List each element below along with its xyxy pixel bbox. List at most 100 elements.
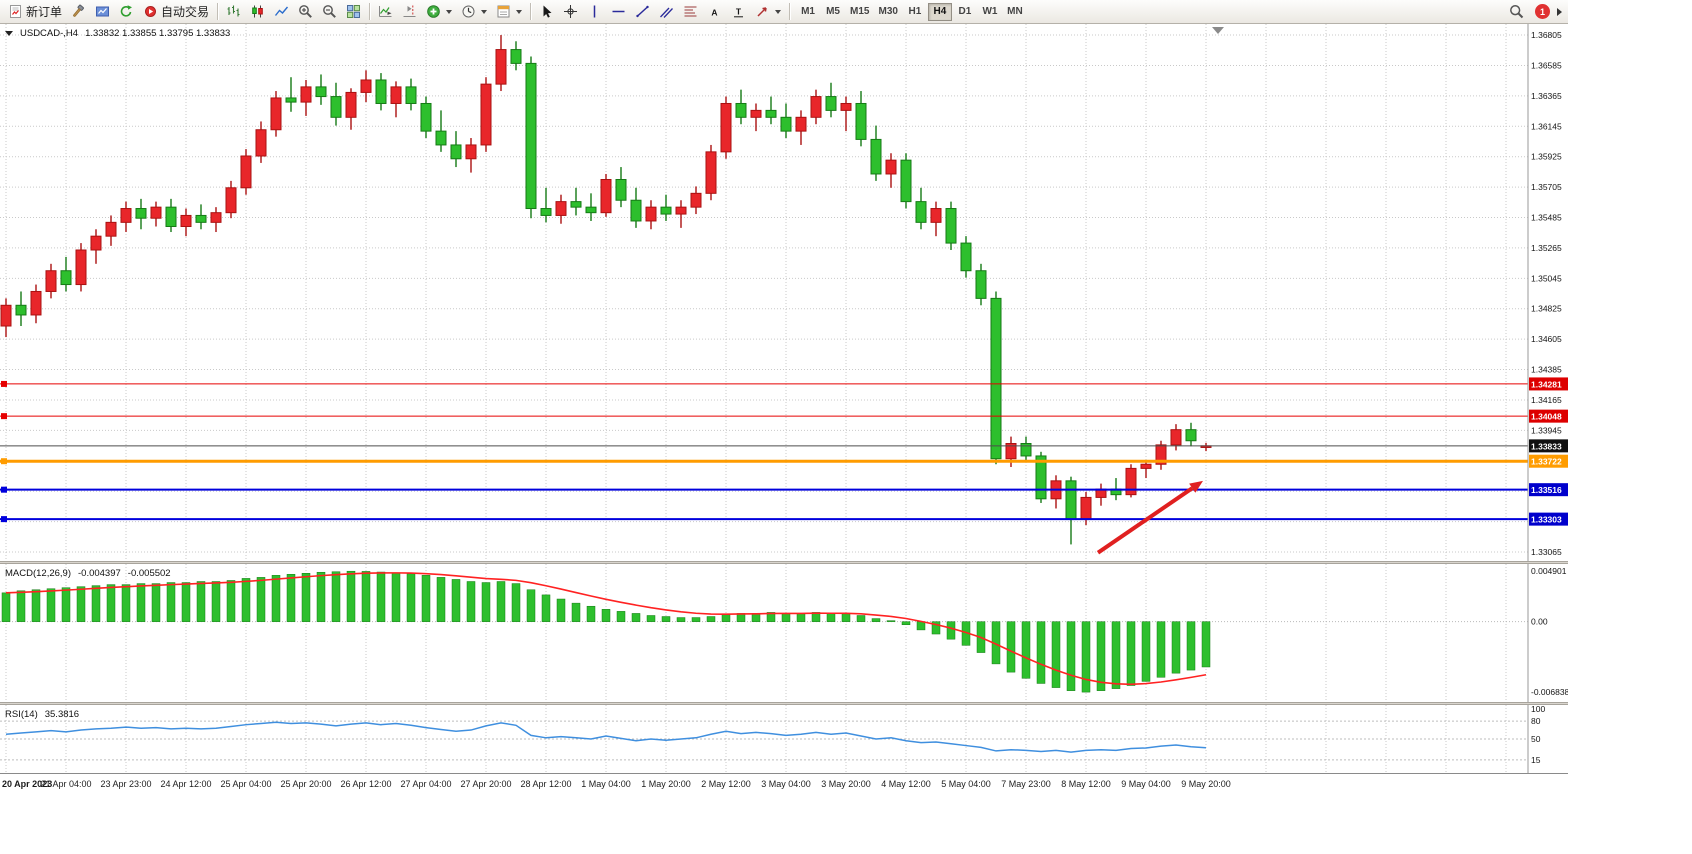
horizontal-line-icon bbox=[612, 10, 625, 13]
time-axis-label: 1 May 04:00 bbox=[581, 779, 631, 789]
quick-trade-button[interactable] bbox=[67, 2, 90, 22]
price-tag bbox=[1529, 512, 1568, 526]
time-axis-label: 2 May 12:00 bbox=[701, 779, 751, 789]
zoom-in-icon bbox=[299, 5, 312, 18]
text-tool-button[interactable]: A bbox=[703, 2, 726, 22]
line-chart-icon bbox=[274, 6, 289, 16]
application-window: 新订单 自动交易 bbox=[0, 0, 1568, 796]
svg-text:T: T bbox=[736, 7, 742, 17]
timeframe-button-w1[interactable]: W1 bbox=[978, 3, 1002, 21]
arrows-tool-button[interactable] bbox=[751, 2, 785, 22]
chevron-down-icon bbox=[516, 9, 523, 14]
panel-splitter[interactable] bbox=[0, 561, 1568, 564]
time-axis-label: 7 May 23:00 bbox=[1001, 779, 1051, 789]
svg-text:1.33722: 1.33722 bbox=[1531, 457, 1562, 467]
svg-text:-0.006838: -0.006838 bbox=[1531, 687, 1568, 697]
vertical-line-tool-button[interactable] bbox=[583, 2, 606, 22]
refresh-button[interactable] bbox=[115, 2, 138, 22]
svg-text:1.35045: 1.35045 bbox=[1531, 273, 1562, 283]
time-axis-label: 25 Apr 04:00 bbox=[220, 779, 272, 789]
templates-button[interactable] bbox=[492, 2, 526, 22]
time-axis-label: 26 Apr 12:00 bbox=[340, 779, 392, 789]
timeframe-button-m1[interactable]: M1 bbox=[796, 3, 820, 21]
trendline-tool-button[interactable] bbox=[631, 2, 654, 22]
svg-text:15: 15 bbox=[1531, 755, 1541, 765]
cursor-tool-button[interactable] bbox=[535, 2, 558, 22]
channel-tool-button[interactable] bbox=[655, 2, 678, 22]
cursor-icon bbox=[543, 5, 552, 18]
chart-shift-button[interactable] bbox=[398, 2, 421, 22]
time-axis-label: 28 Apr 12:00 bbox=[520, 779, 572, 789]
bar-chart-button[interactable] bbox=[222, 2, 245, 22]
toolbar-separator bbox=[789, 3, 791, 20]
svg-text:1.36365: 1.36365 bbox=[1531, 91, 1562, 101]
timeframe-button-h4[interactable]: H4 bbox=[927, 2, 952, 21]
toolbar-separator bbox=[369, 3, 371, 20]
search-button[interactable] bbox=[1505, 2, 1528, 22]
rsi-canvas[interactable]: 100 80 50 15 bbox=[0, 705, 1568, 773]
channel-icon bbox=[660, 7, 674, 18]
time-axis-label: 27 Apr 20:00 bbox=[460, 779, 512, 789]
chart-shift-icon bbox=[403, 5, 416, 17]
svg-text:1.33945: 1.33945 bbox=[1531, 425, 1562, 435]
svg-text:100: 100 bbox=[1531, 705, 1545, 714]
main-chart-canvas[interactable]: 1.36805 1.36585 1.36365 1.36145 1.35925 1.357… bbox=[0, 24, 1568, 561]
autotrading-icon bbox=[145, 6, 157, 17]
svg-text:1.35925: 1.35925 bbox=[1531, 152, 1562, 162]
trend-arrow bbox=[1096, 486, 1194, 555]
autotrading-label: 自动交易 bbox=[161, 5, 210, 19]
svg-text:1.36585: 1.36585 bbox=[1531, 60, 1562, 70]
timeframe-button-m15[interactable]: M15 bbox=[846, 3, 873, 21]
time-axis-label: 3 May 04:00 bbox=[761, 779, 811, 789]
line-chart-button[interactable] bbox=[270, 2, 293, 22]
text-icon: A bbox=[711, 8, 717, 18]
candlestick-chart-button[interactable] bbox=[246, 2, 269, 22]
auto-scroll-button[interactable] bbox=[374, 2, 397, 22]
timeframe-button-m30[interactable]: M30 bbox=[874, 3, 901, 21]
fibonacci-tool-button[interactable] bbox=[679, 2, 702, 22]
price-tag bbox=[1529, 409, 1568, 423]
refresh-icon bbox=[120, 5, 133, 17]
time-axis-label: 24 Apr 12:00 bbox=[160, 779, 212, 789]
indicators-button[interactable] bbox=[422, 2, 456, 22]
zoom-in-button[interactable] bbox=[294, 2, 317, 22]
profiles-icon bbox=[96, 6, 110, 17]
periods-clock-icon bbox=[462, 5, 475, 18]
tile-windows-button[interactable] bbox=[342, 2, 365, 22]
price-tag bbox=[1529, 454, 1568, 468]
new-order-button[interactable]: 新订单 bbox=[4, 2, 66, 22]
chevron-down-icon bbox=[446, 9, 453, 14]
profiles-button[interactable] bbox=[91, 2, 114, 22]
chart-window: 1.36805 1.36585 1.36365 1.36145 1.35925 1.357… bbox=[0, 24, 1568, 796]
price-tag bbox=[1529, 439, 1568, 453]
time-axis-label: 5 May 04:00 bbox=[941, 779, 991, 789]
panel-splitter[interactable] bbox=[0, 702, 1568, 705]
timeframe-button-h1[interactable]: H1 bbox=[903, 3, 927, 21]
price-tag bbox=[1529, 377, 1568, 391]
svg-text:1.33303: 1.33303 bbox=[1531, 515, 1562, 525]
macd-canvas[interactable]: 0.004901 0.00 -0.006838 bbox=[0, 564, 1568, 702]
zoom-out-button[interactable] bbox=[318, 2, 341, 22]
autotrading-button[interactable]: 自动交易 bbox=[139, 2, 213, 22]
svg-text:50: 50 bbox=[1531, 734, 1541, 744]
notification-badge[interactable]: 1 bbox=[1535, 4, 1550, 19]
time-axis[interactable]: 20 Apr 2023 21 Apr 04:00 23 Apr 23:00 24 Ap… bbox=[0, 773, 1568, 796]
svg-text:0.004901: 0.004901 bbox=[1531, 566, 1567, 576]
time-axis-label: 27 Apr 04:00 bbox=[400, 779, 452, 789]
timeframe-button-d1[interactable]: D1 bbox=[953, 3, 977, 21]
timeframe-button-mn[interactable]: MN bbox=[1003, 3, 1027, 21]
trendline-icon bbox=[636, 5, 649, 18]
horizontal-line-tool-button[interactable] bbox=[607, 2, 630, 22]
toolbar-overflow-icon[interactable] bbox=[1557, 7, 1562, 16]
svg-text:A: A bbox=[711, 8, 717, 18]
time-axis-label: 9 May 04:00 bbox=[1121, 779, 1171, 789]
crosshair-tool-button[interactable] bbox=[559, 2, 582, 22]
time-axis-label: 3 May 20:00 bbox=[821, 779, 871, 789]
text-label-tool-button[interactable]: T bbox=[727, 2, 750, 22]
time-axis-label: 23 Apr 23:00 bbox=[100, 779, 152, 789]
time-axis-label: 21 Apr 04:00 bbox=[40, 779, 92, 789]
main-chart-panel: 1.36805 1.36585 1.36365 1.36145 1.35925 1.357… bbox=[0, 24, 1568, 561]
timeframe-button-m5[interactable]: M5 bbox=[821, 3, 845, 21]
periods-button[interactable] bbox=[457, 2, 491, 22]
arrows-icon bbox=[757, 7, 767, 17]
